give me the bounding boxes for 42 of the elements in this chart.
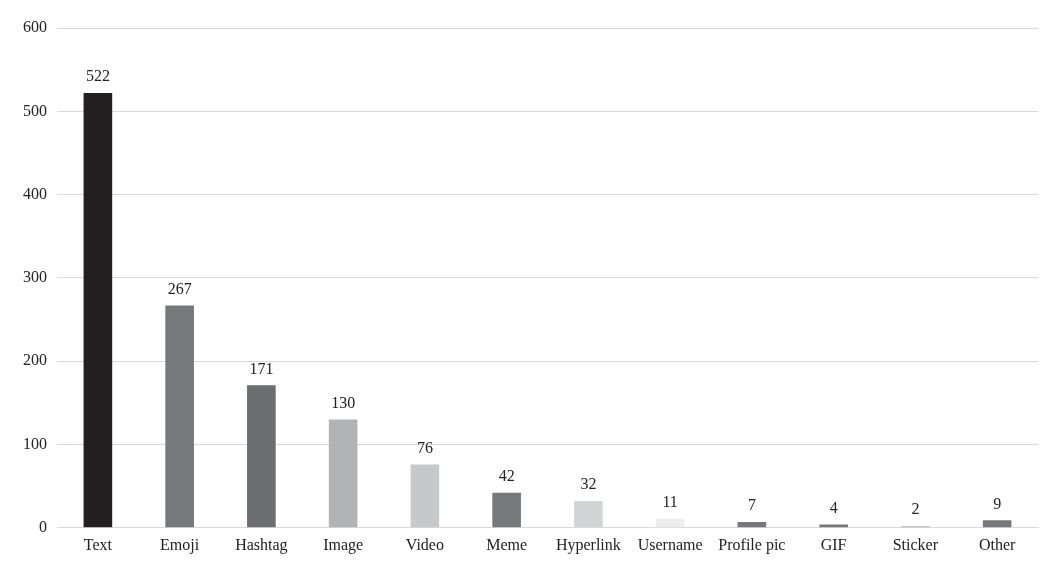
bar <box>328 419 358 528</box>
x-tick-label: Meme <box>486 535 528 553</box>
y-tick-label: 600 <box>23 18 47 36</box>
x-tick-label: Username <box>637 535 703 553</box>
x-tick-label: GIF <box>820 535 847 553</box>
bar <box>410 464 440 528</box>
x-tick-label: Hyperlink <box>555 535 621 554</box>
bar <box>492 492 521 528</box>
y-tick-label: 500 <box>23 101 47 119</box>
y-tick-label: 0 <box>39 518 47 535</box>
data-label: 7 <box>747 496 756 514</box>
data-label: 4 <box>829 498 838 516</box>
data-label: 32 <box>580 475 597 493</box>
y-tick-label: 300 <box>23 268 47 286</box>
y-tick-label: 100 <box>23 434 47 452</box>
data-label: 9 <box>993 494 1002 512</box>
x-tick-label: Sticker <box>892 535 939 553</box>
x-tick-label: Image <box>323 535 364 554</box>
data-label: 171 <box>249 359 274 377</box>
bar <box>247 385 276 528</box>
x-tick-label: Profile pic <box>718 535 786 554</box>
x-tick-label: Text <box>83 535 113 553</box>
x-tick-label: Emoji <box>160 535 200 554</box>
data-label: 11 <box>662 492 678 510</box>
bar <box>737 521 767 528</box>
x-tick-label: Other <box>978 535 1017 553</box>
bar <box>819 524 848 528</box>
bar <box>982 520 1012 528</box>
bar <box>655 518 685 528</box>
bar <box>574 501 603 528</box>
y-tick-label: 400 <box>23 184 47 202</box>
x-tick-label: Video <box>405 535 444 553</box>
bar <box>83 92 113 528</box>
data-label: 522 <box>85 67 110 85</box>
data-label: 76 <box>416 438 433 456</box>
data-label: 2 <box>911 500 920 518</box>
bar <box>165 305 194 528</box>
data-label: 267 <box>167 279 192 297</box>
data-label: 130 <box>331 393 356 411</box>
data-label: 42 <box>498 467 515 485</box>
y-tick-label: 200 <box>23 351 47 369</box>
x-tick-label: Hashtag <box>235 535 288 554</box>
